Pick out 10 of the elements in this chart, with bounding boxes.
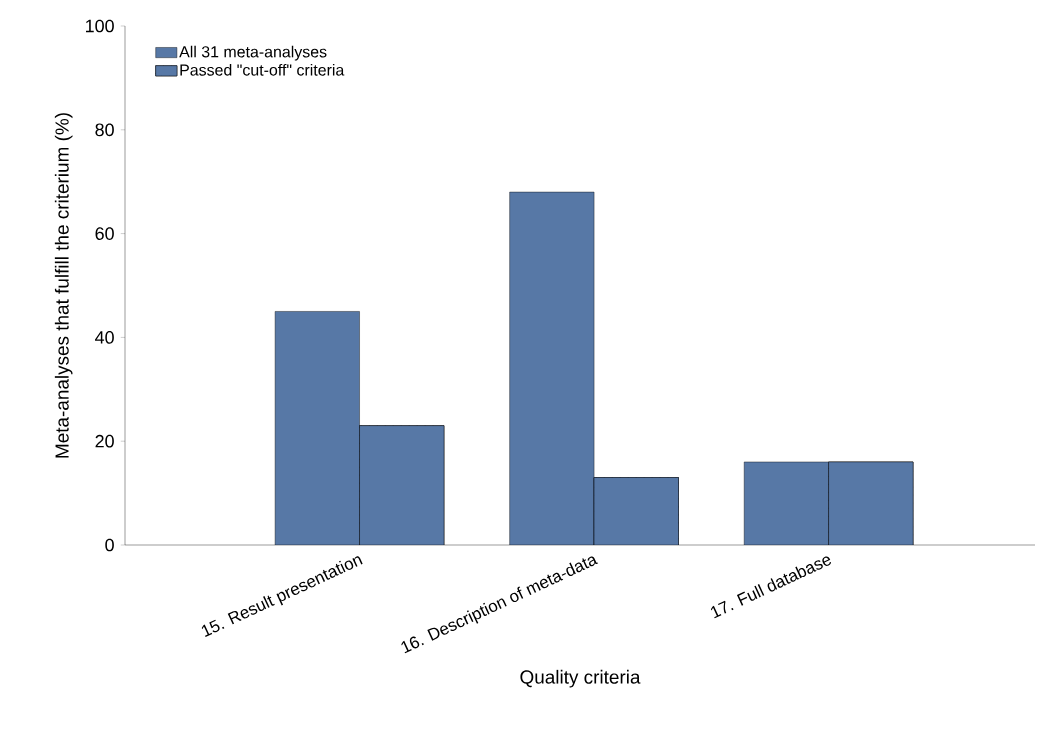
legend-label: Passed "cut-off" criteria [180,63,345,76]
y-tick-label: 0 [105,538,114,552]
legend-label: All 31 meta-analyses [179,45,327,61]
y-tick-label: 80 [95,123,114,137]
x-axis-title: Quality criteria [520,669,641,688]
y-tick-label: 40 [95,331,114,344]
y-tick-label: 20 [95,434,114,448]
y-tick-label: 100 [86,19,114,33]
y-tick-label: 60 [95,227,114,240]
y-axis-title: Meta-analyses that fulfill the criterium (%) [54,113,73,458]
